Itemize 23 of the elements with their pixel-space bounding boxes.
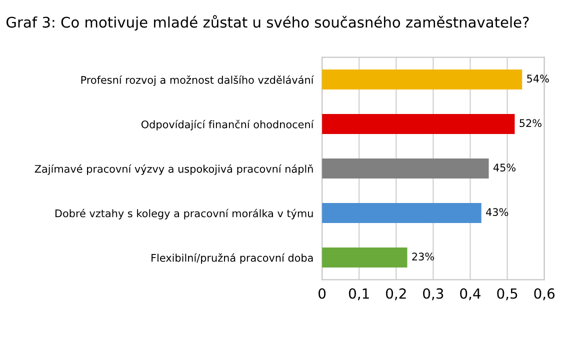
y-tick-label: Zajímavé pracovní výzvy a uspokojivá pracovní náplň	[34, 164, 313, 175]
data-label: 23%	[412, 252, 434, 260]
bar	[322, 114, 515, 134]
x-tick-label: 0,2	[386, 288, 406, 300]
bar	[322, 247, 408, 268]
chart-title: Graf 3: Co motivuje mladé zůstat u svého současného zaměstnavatele?	[6, 15, 529, 31]
y-tick-label: Flexibilní/pružná pracovní doba	[152, 253, 313, 264]
x-tick-label: 0,3	[423, 288, 444, 300]
x-tick-label: 0,1	[348, 288, 369, 300]
bar	[322, 202, 482, 223]
x-tick-label: 0,4	[460, 288, 481, 300]
data-label: 52%	[520, 119, 542, 128]
bar	[322, 70, 522, 90]
y-tick-label: Profesní rozvoj a možnost dalšího vzdělávání	[81, 75, 314, 86]
x-tick-label: 0,6	[534, 288, 555, 300]
y-tick-label: Dobré vztahy s kolegy a pracovní morálka v týmu	[55, 208, 313, 220]
data-label: 45%	[493, 164, 516, 172]
y-tick-label: Odpovídající finanční ohodnocení	[141, 120, 314, 130]
x-tick-label: 0,5	[497, 288, 518, 300]
data-label: 43%	[486, 208, 508, 216]
x-tick-label: 0	[318, 288, 326, 299]
data-label: 54%	[527, 74, 549, 83]
bar	[322, 158, 489, 179]
